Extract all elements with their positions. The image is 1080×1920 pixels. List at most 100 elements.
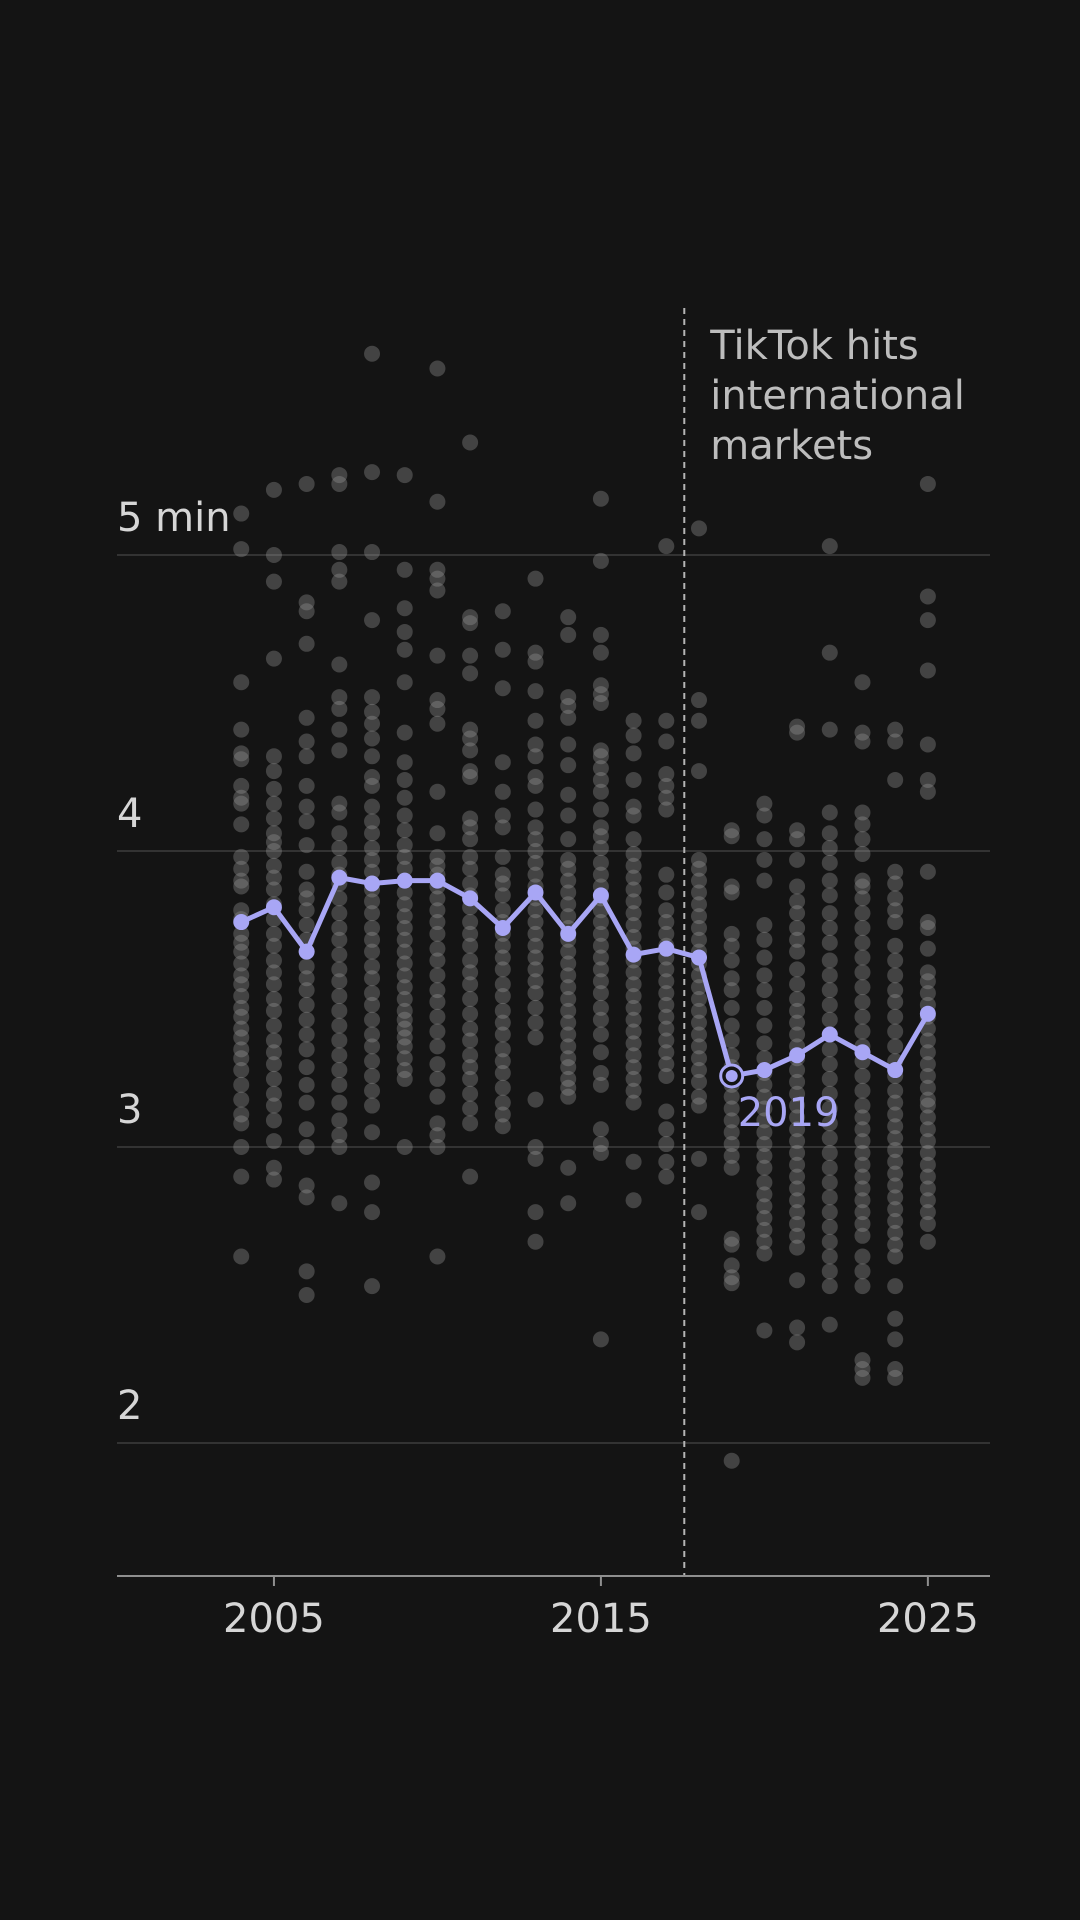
song-dot [789,1062,806,1079]
song-dot [331,988,348,1005]
song-dot [396,837,413,854]
song-dot [919,1168,936,1185]
song-dot [723,1452,740,1469]
song-dot [854,1023,871,1040]
song-dot [396,822,413,839]
song-dot [592,1011,609,1028]
song-dot [756,1100,773,1117]
song-dot [494,887,511,904]
song-dot [527,1204,544,1221]
song-dot [429,1070,446,1087]
song-dot [592,828,609,845]
song-dot [265,810,282,827]
song-dot [265,763,282,780]
song-dot [919,662,936,679]
song-dot [592,914,609,931]
song-dot [462,1168,479,1185]
song-dot [298,748,315,765]
average-point [887,1062,904,1079]
song-dot [560,979,577,996]
song-dot [854,1215,871,1232]
song-dot [887,993,904,1010]
song-dot [462,1005,479,1022]
song-dot [298,1121,315,1138]
song-dot [396,908,413,925]
song-dot [919,1204,936,1221]
song-dot [854,1168,871,1185]
song-dot [462,831,479,848]
song-dot [298,1041,315,1058]
song-dot [854,890,871,907]
song-dot [658,777,675,794]
song-dot [462,434,479,451]
song-dot [560,851,577,868]
song-dot [854,1180,871,1197]
song-dot [756,999,773,1016]
song-dot [821,1316,838,1333]
song-dot [854,934,871,951]
song-dot [462,763,479,780]
song-dot [821,1263,838,1280]
song-dot [723,828,740,845]
song-dot [233,674,250,691]
song-dot [265,547,282,563]
song-dot [887,1361,904,1377]
song-dot [265,857,282,874]
song-dot [429,561,446,578]
song-dot [331,1062,348,1079]
song-dot [364,863,381,880]
song-dot [821,1070,838,1087]
song-dot [854,993,871,1010]
song-dot [364,1026,381,1043]
song-dot [854,804,871,821]
song-dot [396,860,413,877]
song-dot [625,893,642,910]
song-dot [265,1159,282,1176]
song-dot [527,1029,544,1046]
song-dot [854,872,871,889]
song-dot [691,884,707,901]
song-dot [756,917,773,933]
song-dot [560,709,577,726]
song-dot [462,1100,479,1117]
song-dot [625,1082,642,1099]
song-dot [331,961,348,978]
song-dot [658,914,675,931]
song-dot [756,807,773,824]
song-dot [429,1056,446,1073]
song-dot [919,940,936,957]
song-dot [691,763,707,780]
song-dot [331,890,348,907]
song-dot [919,736,936,753]
average-point [919,1005,936,1022]
song-dot [625,869,642,886]
song-dot [625,1059,642,1076]
song-dot [887,1310,904,1327]
song-dot [592,1065,609,1081]
song-dot [494,1041,511,1058]
song-dot [789,718,806,735]
song-dot [821,854,838,871]
song-dot [658,973,675,990]
song-dot [658,1168,675,1185]
song-dot [821,1278,838,1295]
gridlines [117,554,990,1444]
song-dot [560,1038,577,1055]
song-dot [396,561,413,578]
song-dot [919,1044,936,1061]
average-point [691,949,707,966]
song-dot [723,884,740,901]
song-dot [658,961,675,978]
song-dot [756,795,773,812]
song-dot [494,949,511,966]
song-dot [298,777,315,794]
song-dot [462,875,479,892]
song-dot [462,964,479,981]
x-tick-label: 2015 [550,1596,652,1642]
song-dot [854,1133,871,1150]
song-dot [592,866,609,883]
song-dot [821,952,838,969]
song-dot [298,970,315,987]
song-dot [592,1121,609,1138]
song-dot [919,919,936,936]
